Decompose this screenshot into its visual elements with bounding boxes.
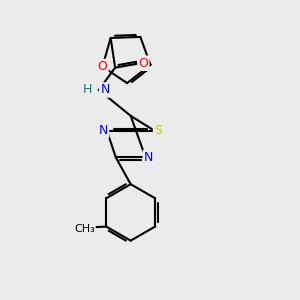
Text: H: H xyxy=(83,83,92,97)
Text: N: N xyxy=(144,151,153,164)
Text: O: O xyxy=(98,60,107,73)
Text: S: S xyxy=(154,124,162,137)
Text: O: O xyxy=(138,57,148,70)
Text: N: N xyxy=(100,83,110,97)
Text: O: O xyxy=(77,221,87,235)
Text: N: N xyxy=(99,124,108,137)
Text: CH₃: CH₃ xyxy=(74,224,95,234)
